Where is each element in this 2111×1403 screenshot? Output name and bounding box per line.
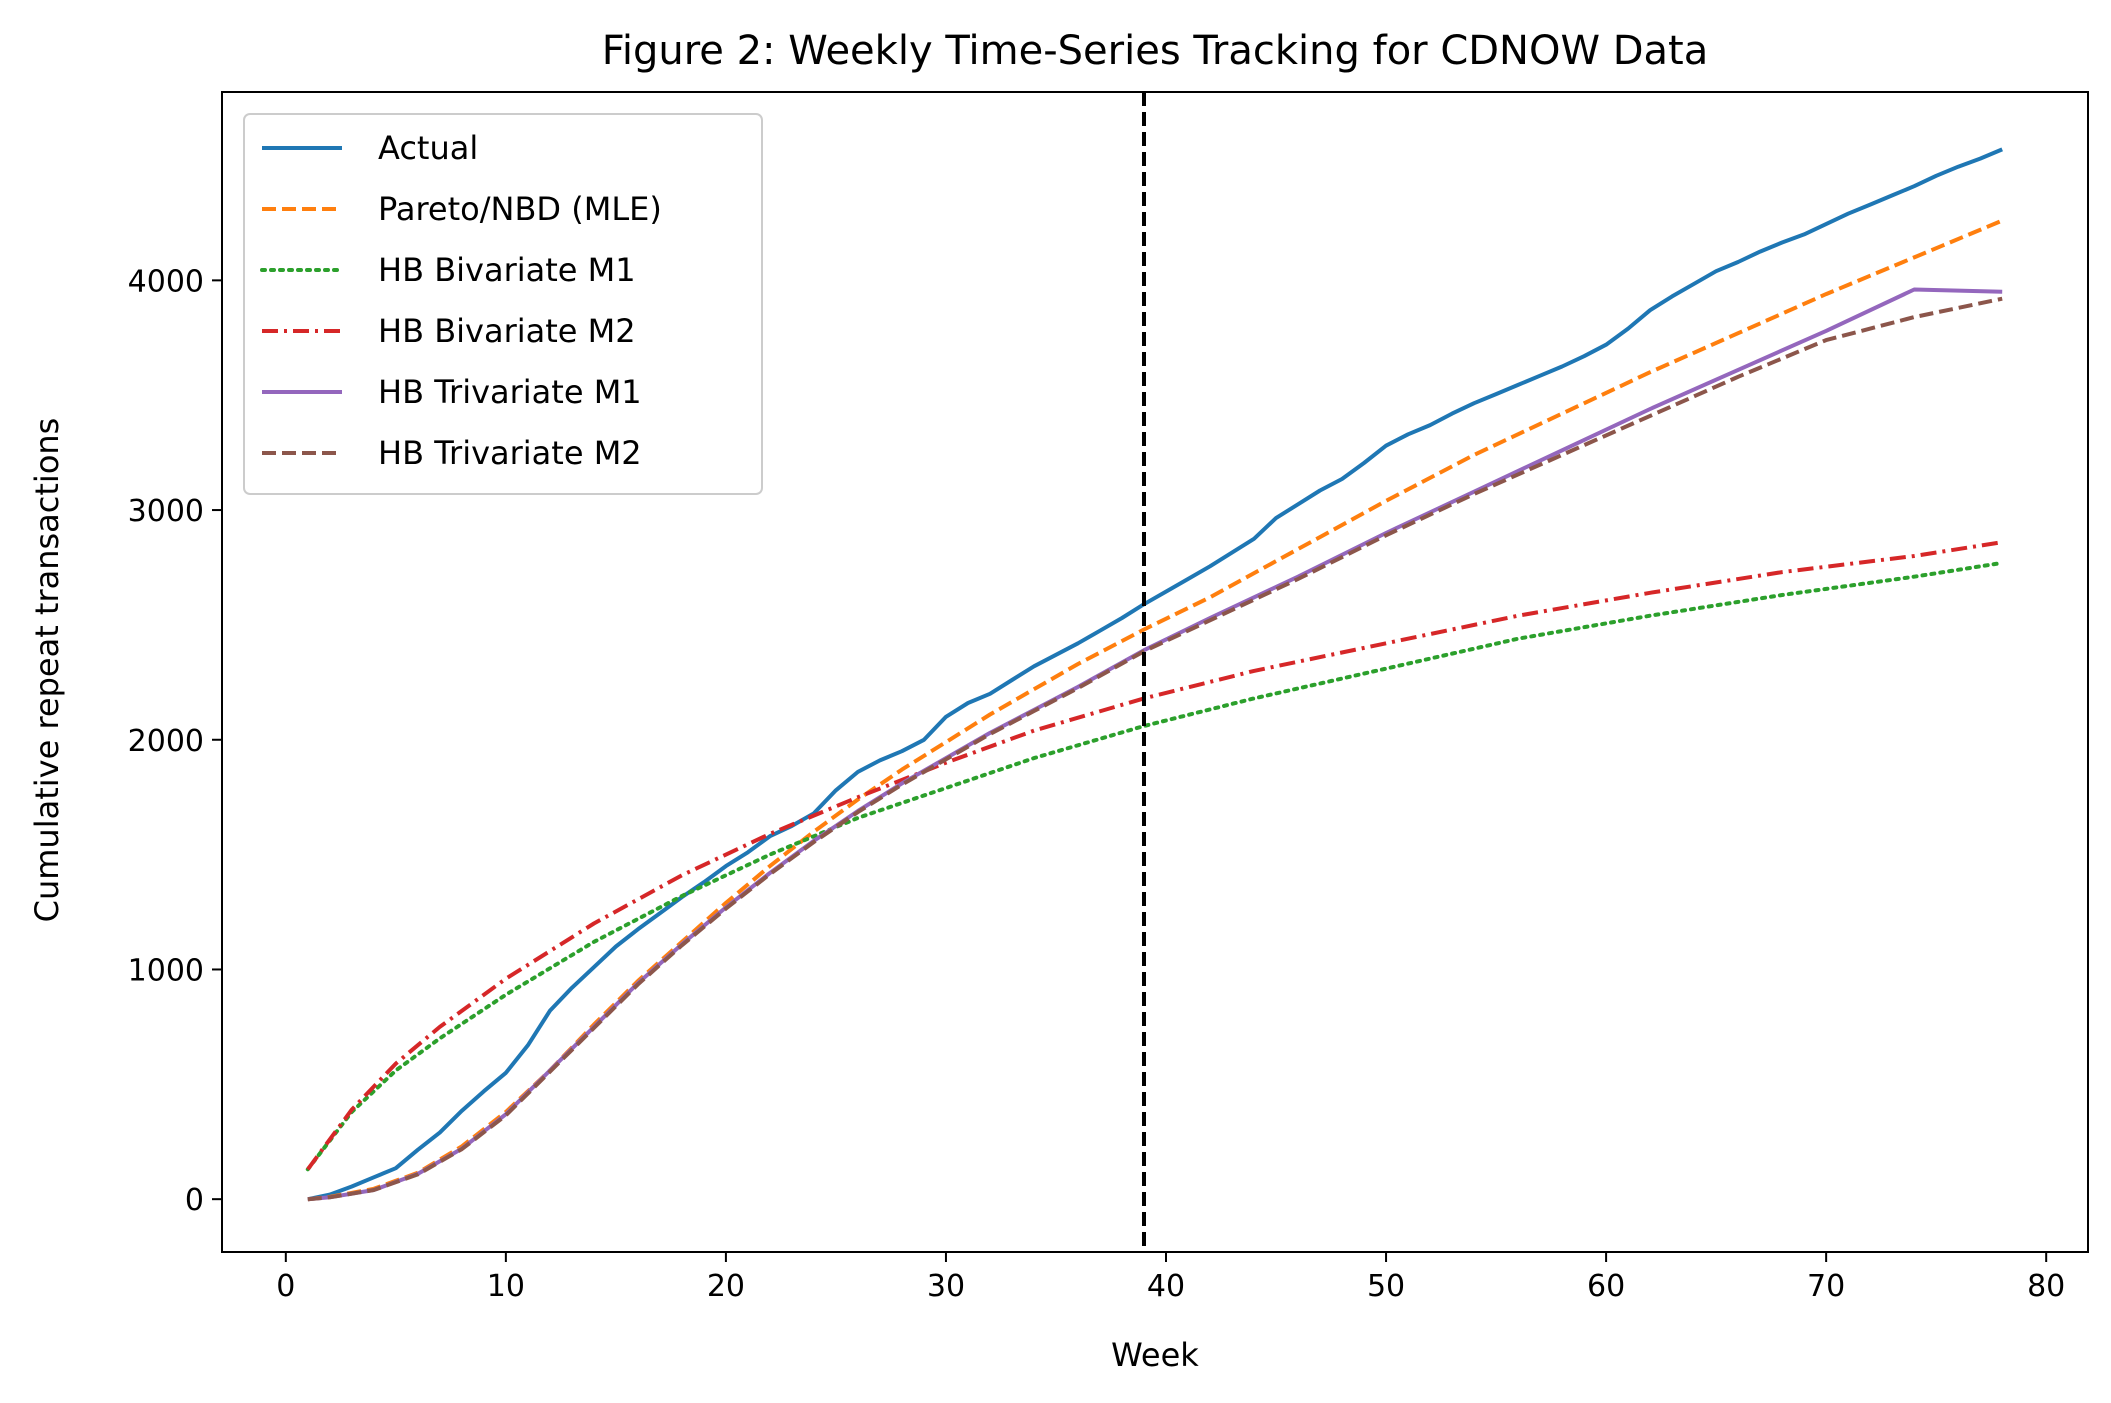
y-tick-label: 1000 <box>128 953 204 988</box>
x-tick-label: 30 <box>927 1269 965 1304</box>
x-tick-label: 40 <box>1147 1269 1185 1304</box>
series-line-4 <box>306 540 2003 1171</box>
legend-label-4: HB Bivariate M2 <box>378 312 636 350</box>
x-tick-label: 0 <box>276 1269 295 1304</box>
y-axis-label: Cumulative repeat transactions <box>28 418 66 923</box>
y-tick-label: 4000 <box>128 264 204 299</box>
x-axis-label: Week <box>1111 1336 1199 1374</box>
legend-label-5: HB Trivariate M1 <box>378 373 642 411</box>
x-tick-label: 60 <box>1587 1269 1625 1304</box>
plot-frame <box>221 91 2089 1253</box>
legend-label-6: HB Trivariate M2 <box>378 434 642 472</box>
axes-layer: 0 10 20 30 40 50 60 70 80 0 1000 2000 3000 4000 <box>128 91 2089 1304</box>
y-tick-label: 3000 <box>128 494 204 529</box>
x-tick-label: 80 <box>2027 1269 2065 1304</box>
legend-label-1: Actual <box>378 129 478 167</box>
y-tick-label: 2000 <box>128 724 204 759</box>
x-tick-label: 10 <box>487 1269 525 1304</box>
series-layer <box>305 147 2005 1202</box>
series-line-3 <box>305 560 2005 1172</box>
legend-label-2: Pareto/NBD (MLE) <box>378 190 662 228</box>
legend-box <box>243 113 763 495</box>
x-tick-label: 20 <box>707 1269 745 1304</box>
series-line-1 <box>307 147 2003 1202</box>
legend-label-3: HB Bivariate M1 <box>378 251 636 289</box>
x-tick-label: 70 <box>1807 1269 1845 1304</box>
series-line-6 <box>307 296 2003 1202</box>
y-tick-label: 0 <box>185 1183 204 1218</box>
legend: Actual Pareto/NBD (MLE) HB Bivariate M1 HB … <box>243 113 763 495</box>
x-tick-label: 50 <box>1367 1269 1405 1304</box>
chart-title: Figure 2: Weekly Time-Series Tracking fo… <box>602 28 1708 74</box>
